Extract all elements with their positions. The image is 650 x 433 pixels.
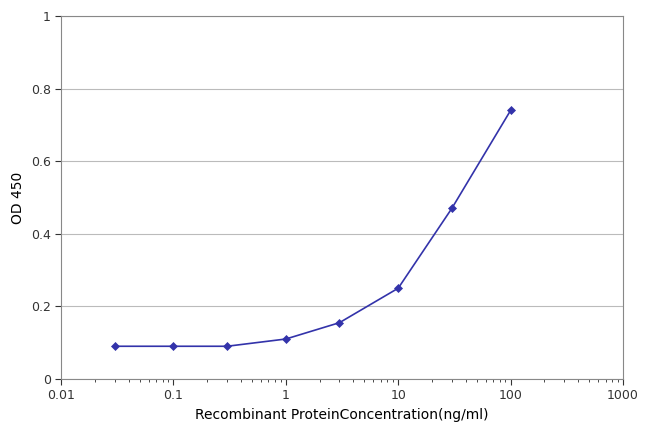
X-axis label: Recombinant ProteinConcentration(ng/ml): Recombinant ProteinConcentration(ng/ml) xyxy=(195,408,489,422)
Y-axis label: OD 450: OD 450 xyxy=(11,171,25,223)
